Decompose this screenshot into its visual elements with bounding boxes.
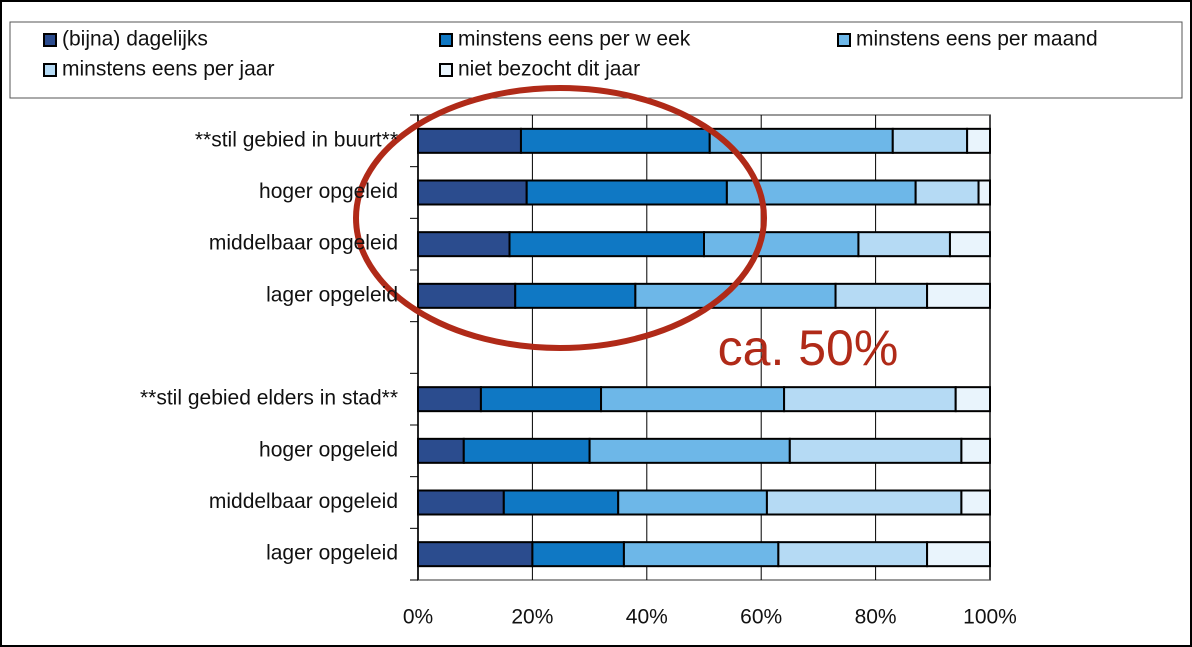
- x-tick-label: 20%: [511, 606, 553, 629]
- x-tick-label: 80%: [855, 606, 897, 629]
- x-tick-label: 0%: [403, 606, 433, 629]
- legend-swatch: [43, 33, 57, 47]
- y-tick-label: **stil gebied elders in stad**: [140, 387, 398, 410]
- bar-segment: [600, 386, 786, 413]
- bar-segment: [954, 386, 991, 413]
- legend-label: minstens eens per jaar: [62, 58, 274, 81]
- legend-label: minstens eens per maand: [856, 28, 1098, 51]
- legend-swatch: [837, 33, 851, 47]
- legend-label: niet bezocht dit jaar: [458, 58, 640, 81]
- bar-segment: [514, 282, 637, 309]
- x-tick-label: 40%: [626, 606, 668, 629]
- bar-segment: [502, 489, 620, 516]
- bar-segment: [977, 179, 991, 206]
- x-tick-label: 60%: [740, 606, 782, 629]
- legend: (bijna) dagelijks minstens eens per w eek…: [43, 28, 1098, 81]
- y-tick-label: middelbaar opgeleid: [209, 232, 398, 255]
- bar-segment: [417, 179, 528, 206]
- bar-segment: [588, 437, 791, 464]
- legend-label: minstens eens per w eek: [458, 28, 691, 51]
- bar-segment: [417, 386, 482, 413]
- y-tick-label: lager opgeleid: [266, 283, 398, 306]
- bar-segment: [777, 541, 929, 568]
- bar-segment: [417, 231, 511, 258]
- bar-segment: [519, 127, 711, 154]
- bar-segment: [508, 231, 705, 258]
- bar-segment: [417, 489, 505, 516]
- bar-segment: [966, 127, 991, 154]
- bar-segment: [834, 282, 929, 309]
- bar-segment: [417, 437, 465, 464]
- bar-segment: [788, 437, 963, 464]
- bar-segment: [417, 541, 534, 568]
- y-tick-label: **stil gebied in buurt**: [195, 128, 398, 151]
- y-tick-label: middelbaar opgeleid: [209, 490, 398, 513]
- highlight-ellipse: [353, 85, 767, 351]
- y-tick-label: hoger opgeleid: [259, 180, 398, 203]
- bar-segment: [617, 489, 768, 516]
- legend-swatch: [439, 63, 453, 77]
- annotation: ca. 50%: [718, 320, 899, 376]
- bar-segment: [417, 282, 517, 309]
- bar-segment: [891, 127, 969, 154]
- legend-label: (bijna) dagelijks: [62, 28, 208, 51]
- legend-swatch: [43, 63, 57, 77]
- bar-segment: [531, 541, 625, 568]
- bar-segment: [417, 127, 522, 154]
- bar-segment: [765, 489, 963, 516]
- legend-swatch: [439, 33, 453, 47]
- y-tick-label: lager opgeleid: [266, 542, 398, 565]
- bar-segment: [960, 437, 992, 464]
- legend-box: [9, 21, 1183, 99]
- bar-segment: [703, 231, 860, 258]
- bar-segment: [857, 231, 951, 258]
- bar-segment: [926, 282, 992, 309]
- bar-segment: [914, 179, 980, 206]
- bar-segment: [960, 489, 992, 516]
- bar-segment: [462, 437, 591, 464]
- bar-segment: [622, 541, 780, 568]
- bar-segment: [926, 541, 992, 568]
- bars: [417, 127, 992, 568]
- bar-segment: [783, 386, 957, 413]
- x-tick-label: 100%: [963, 606, 1017, 629]
- bar-segment: [948, 231, 992, 258]
- bar-segment: [525, 179, 728, 206]
- y-tick-label: hoger opgeleid: [259, 438, 398, 461]
- bar-segment: [479, 386, 603, 413]
